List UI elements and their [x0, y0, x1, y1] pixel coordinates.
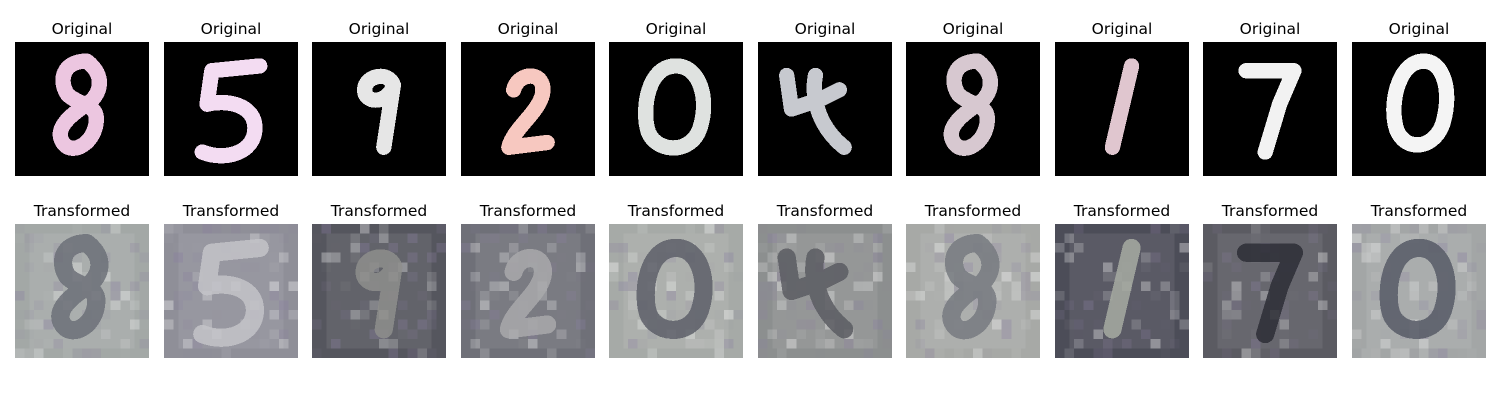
digit-stroke: [501, 68, 555, 155]
original-digit-image: [1203, 42, 1337, 176]
panel-title: Original: [794, 20, 856, 38]
transformed-digit-image: [312, 224, 446, 358]
panel-title: Transformed: [627, 202, 725, 220]
transformed-digit-image: [461, 224, 595, 358]
original-digit-image: [164, 42, 298, 176]
original-digit-image: [15, 42, 149, 176]
digit-stroke: [355, 249, 403, 339]
digit-stroke: [777, 248, 854, 339]
panel-title: Original: [51, 20, 113, 38]
panel-title: Transformed: [776, 202, 874, 220]
panel-title: Original: [348, 20, 410, 38]
digit-stroke: [499, 249, 557, 339]
panel-title: Transformed: [1221, 202, 1319, 220]
digit-stroke: [1379, 238, 1456, 339]
transformed-digit-image: [164, 224, 298, 358]
transformed-digit-image: [1352, 224, 1486, 358]
digit-stroke: [1103, 238, 1141, 339]
panel-title: Transformed: [1370, 202, 1468, 220]
panel-title: Original: [645, 20, 707, 38]
transformed-digit-image: [906, 224, 1040, 358]
transformed-digit-image: [15, 224, 149, 358]
panel-title: Transformed: [1073, 202, 1171, 220]
original-digit-image: [461, 42, 595, 176]
transformed-digit-image: [758, 224, 892, 358]
digit-stroke: [779, 67, 852, 155]
transformed-digit-image: [609, 224, 743, 358]
digit-stroke: [194, 58, 268, 164]
digit-stroke: [1238, 63, 1302, 160]
digit-stroke: [638, 58, 712, 156]
digit-stroke: [193, 238, 269, 347]
original-digit-image: [312, 42, 446, 176]
digit-stroke: [1104, 58, 1140, 155]
digit-stroke: [1386, 53, 1455, 153]
transformed-digit-image: [1203, 224, 1337, 358]
original-digit-image: [758, 42, 892, 176]
panel-title: Original: [200, 20, 262, 38]
digit-stroke: [1236, 243, 1304, 344]
original-digit-image: [906, 42, 1040, 176]
transformed-digit-image: [1055, 224, 1189, 358]
original-digit-image: [1055, 42, 1189, 176]
panel-title: Transformed: [479, 202, 577, 220]
panel-title: Original: [497, 20, 559, 38]
panel-title: Original: [1239, 20, 1301, 38]
digit-stroke: [942, 234, 1000, 340]
digit-stroke: [356, 68, 402, 155]
panel-title: Transformed: [330, 202, 428, 220]
panel-title: Original: [1388, 20, 1450, 38]
panel-title: Original: [942, 20, 1004, 38]
panel-title: Transformed: [33, 202, 131, 220]
digit-stroke: [943, 53, 998, 156]
panel-title: Transformed: [924, 202, 1022, 220]
original-digit-image: [609, 42, 743, 176]
digit-stroke: [52, 53, 107, 156]
original-digit-image: [1352, 42, 1486, 176]
panel-title: Transformed: [182, 202, 280, 220]
panel-title: Original: [1091, 20, 1153, 38]
digit-stroke: [51, 234, 109, 340]
digit-stroke: [636, 238, 713, 339]
